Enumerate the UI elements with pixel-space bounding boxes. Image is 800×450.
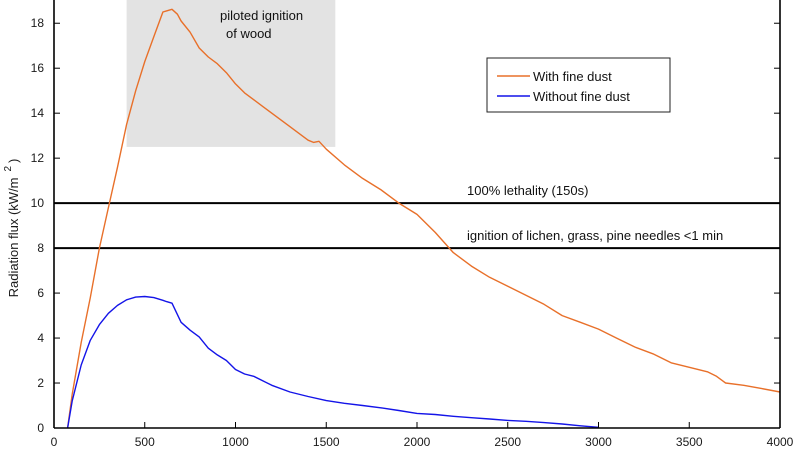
series-line xyxy=(66,295,599,429)
annotation-layer: 100% lethality (150s) ignition of lichen,… xyxy=(220,8,723,243)
x-tick-label: 1500 xyxy=(313,435,340,449)
threshold-layer xyxy=(54,202,780,250)
series-layer xyxy=(66,8,781,429)
x-tick-label: 1000 xyxy=(222,435,249,449)
y-tick-label: 16 xyxy=(31,61,45,75)
threshold-label: 100% lethality (150s) xyxy=(467,183,588,198)
legend-entry: Without fine dust xyxy=(533,89,630,104)
series-line xyxy=(66,8,781,429)
y-tick-label: 4 xyxy=(37,331,44,345)
x-tick-label: 2500 xyxy=(494,435,521,449)
y-tick-label: 14 xyxy=(31,106,45,120)
legend: With fine dust Without fine dust xyxy=(486,57,671,113)
y-tick-label: 12 xyxy=(31,151,45,165)
ignition-wood-region xyxy=(126,0,336,147)
x-tick-label: 3500 xyxy=(676,435,703,449)
shaded-region-layer xyxy=(126,0,336,147)
x-tick-label: 500 xyxy=(135,435,155,449)
axes-layer: 0 500 1000 1500 2000 2500 3000 3500 4000 0 2 4 6 8 10 1… xyxy=(3,0,794,449)
y-tick-label: 10 xyxy=(31,196,45,210)
y-tick-label: 0 xyxy=(37,421,44,435)
x-tick-label: 4000 xyxy=(767,435,794,449)
legend-entry: With fine dust xyxy=(533,69,612,84)
shaded-region-label: piloted ignition xyxy=(220,8,303,23)
y-tick-label: 2 xyxy=(37,376,44,390)
y-tick-label: 6 xyxy=(37,286,44,300)
x-tick-label: 3000 xyxy=(585,435,612,449)
shaded-region-label: of wood xyxy=(226,26,272,41)
x-tick-label: 0 xyxy=(51,435,58,449)
y-tick-label: 18 xyxy=(31,16,45,30)
x-tick-label: 2000 xyxy=(404,435,431,449)
legend-box xyxy=(486,57,671,113)
threshold-label: ignition of lichen, grass, pine needles … xyxy=(467,228,723,243)
y-tick-label: 8 xyxy=(37,241,44,255)
y-axis-label: Radiation flux (kW/m2) xyxy=(3,159,21,298)
